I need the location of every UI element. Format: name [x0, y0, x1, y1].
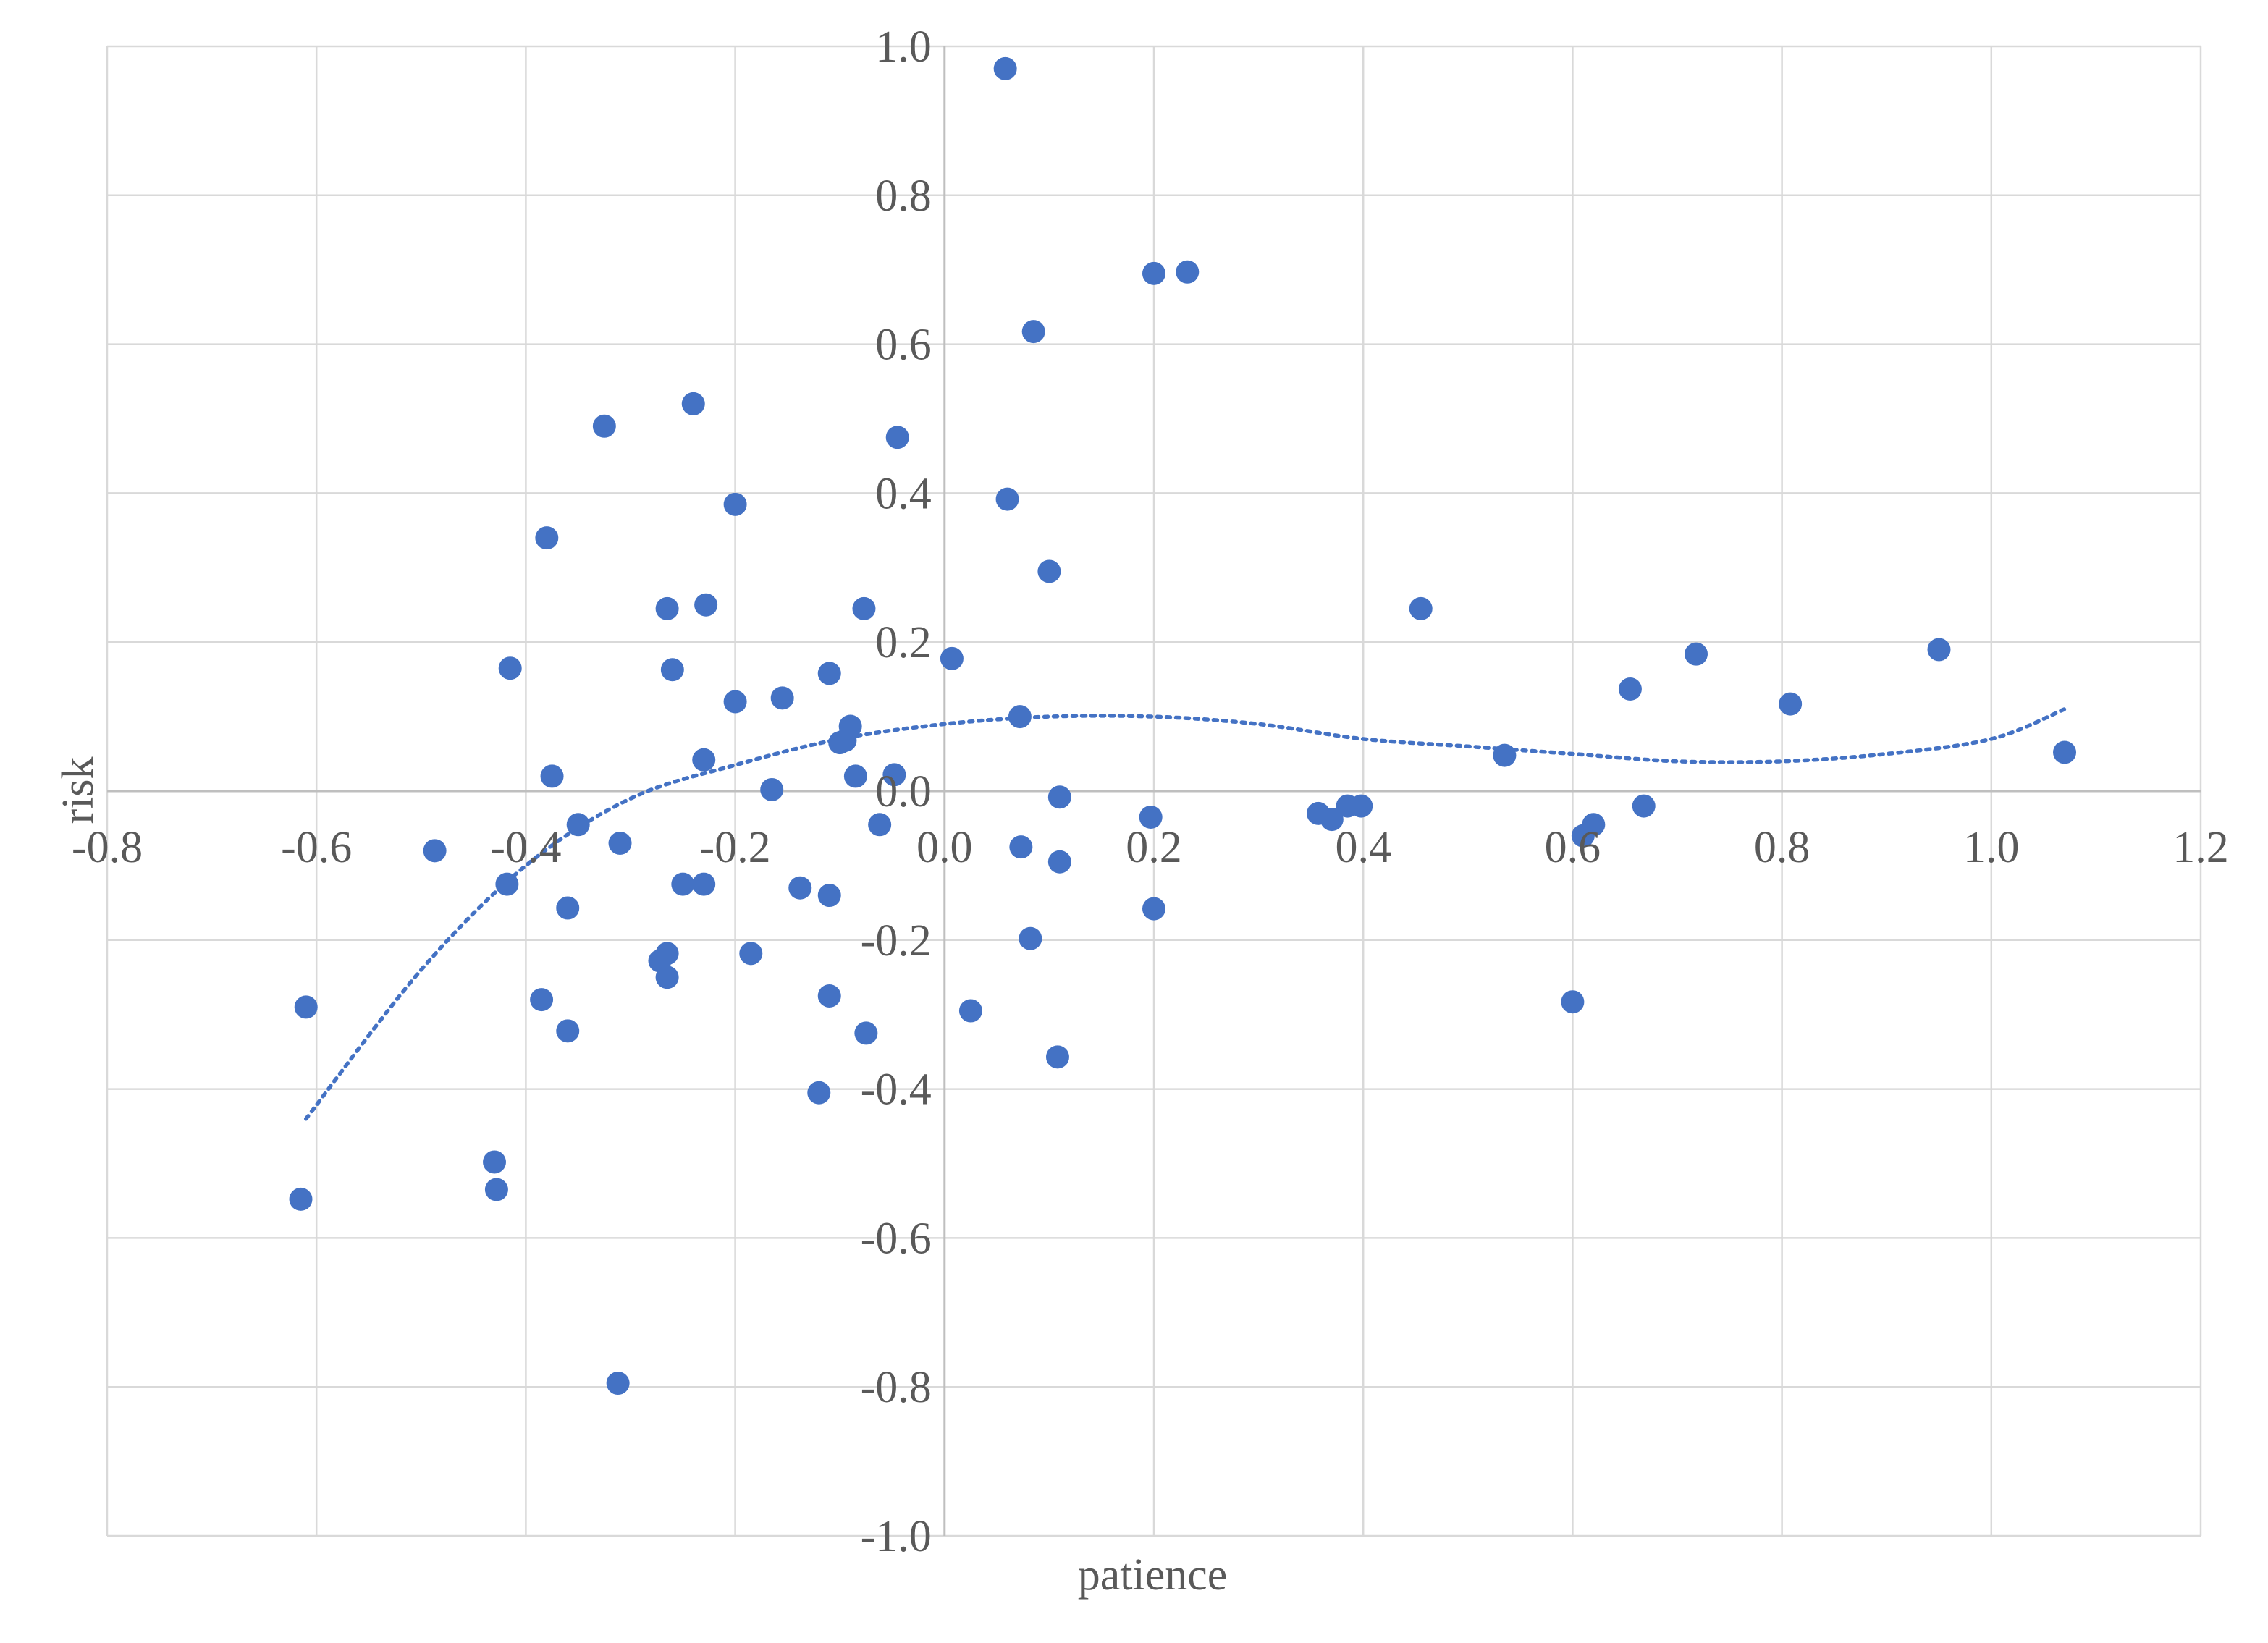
data-point: [566, 813, 590, 837]
data-point: [606, 1372, 630, 1395]
data-point: [660, 658, 684, 682]
data-point: [1047, 785, 1071, 809]
y-tick-label: -0.4: [861, 1065, 932, 1115]
data-point: [868, 813, 892, 837]
data-point: [423, 839, 447, 863]
data-point: [1037, 559, 1061, 583]
data-point: [1571, 824, 1595, 848]
data-point: [655, 966, 679, 989]
data-point: [483, 1150, 507, 1174]
x-tick-label: 0.6: [1545, 823, 1601, 872]
data-point: [1009, 835, 1033, 859]
y-tick-label: 0.8: [875, 172, 932, 221]
y-axis-title: risk: [54, 757, 103, 824]
data-point: [1493, 743, 1517, 767]
data-point: [882, 763, 906, 787]
y-tick-label: 0.2: [875, 618, 932, 667]
x-tick-label: -0.8: [72, 823, 143, 872]
data-point: [556, 1019, 580, 1043]
x-tick-label: -0.4: [490, 823, 561, 872]
data-point: [1685, 642, 1708, 666]
data-point: [1139, 806, 1163, 829]
data-point: [498, 656, 522, 680]
y-tick-label: 1.0: [875, 22, 932, 72]
data-point: [556, 896, 580, 920]
x-tick-label: -0.2: [700, 823, 771, 872]
data-point: [1632, 794, 1656, 818]
grid-lines: [106, 45, 2202, 1537]
data-point: [854, 1021, 878, 1045]
y-tick-label: -0.6: [861, 1214, 932, 1263]
y-tick-label: 0.4: [875, 469, 932, 518]
data-point: [1142, 897, 1165, 921]
y-tick-label: -0.8: [861, 1363, 932, 1412]
x-tick-label: 1.2: [2172, 823, 2229, 872]
data-point: [592, 414, 616, 438]
y-tick-label: 0.0: [875, 767, 932, 816]
data-point: [694, 593, 718, 617]
data-point: [484, 1178, 508, 1201]
data-point: [608, 832, 632, 856]
data-point: [807, 1081, 831, 1105]
data-point: [692, 872, 716, 896]
x-tick-label: 0.0: [916, 823, 973, 872]
data-point: [739, 942, 763, 966]
data-point: [852, 596, 876, 620]
data-point: [1047, 850, 1071, 874]
data-point: [788, 876, 812, 900]
x-tick-label: 0.2: [1126, 823, 1182, 872]
data-point: [540, 764, 564, 788]
data-point: [1349, 794, 1373, 818]
data-point: [940, 646, 964, 670]
data-point: [817, 984, 841, 1008]
data-point: [817, 884, 841, 908]
data-point: [993, 56, 1017, 80]
data-point: [2053, 740, 2077, 764]
axes: [107, 46, 2201, 1536]
data-point: [1045, 1045, 1069, 1069]
data-point: [770, 686, 794, 710]
data-point: [1008, 705, 1032, 729]
data-point: [995, 487, 1019, 511]
x-axis-title: patience: [1078, 1550, 1228, 1600]
data-point: [723, 492, 747, 516]
data-point: [1021, 320, 1045, 344]
data-point: [294, 995, 318, 1019]
tick-labels: -0.8 -0.6 -0.4 -0.2 0.0 0.2 0.4 0.6 0.8 1.0 1.2 -1.…: [72, 22, 2229, 1561]
data-point: [885, 426, 909, 449]
data-points: [289, 56, 2077, 1395]
x-tick-label: 0.4: [1335, 823, 1391, 872]
data-point: [530, 988, 554, 1012]
data-point: [1320, 808, 1344, 832]
data-point: [495, 872, 519, 896]
data-point: [817, 662, 841, 685]
data-point: [655, 596, 679, 620]
y-tick-label: -0.2: [861, 916, 932, 966]
data-point: [723, 690, 747, 714]
data-point: [1142, 261, 1165, 285]
data-point: [1927, 638, 1951, 662]
data-point: [1618, 677, 1642, 701]
data-point: [958, 999, 982, 1023]
data-point: [671, 872, 695, 896]
x-tick-label: 0.8: [1754, 823, 1810, 872]
data-point: [1561, 990, 1585, 1014]
data-point: [692, 748, 716, 772]
data-point: [843, 764, 867, 788]
data-point: [1409, 596, 1433, 620]
y-tick-label: -1.0: [861, 1512, 932, 1561]
data-point: [535, 526, 559, 550]
data-point: [833, 729, 857, 753]
data-point: [1019, 926, 1042, 950]
data-point: [1779, 692, 1803, 716]
y-tick-label: 0.6: [875, 321, 932, 370]
data-point: [681, 392, 705, 415]
x-tick-label: 1.0: [1963, 823, 2020, 872]
data-point: [1176, 260, 1200, 284]
x-tick-label: -0.6: [281, 823, 352, 872]
data-point: [760, 777, 784, 801]
data-point: [289, 1187, 313, 1211]
